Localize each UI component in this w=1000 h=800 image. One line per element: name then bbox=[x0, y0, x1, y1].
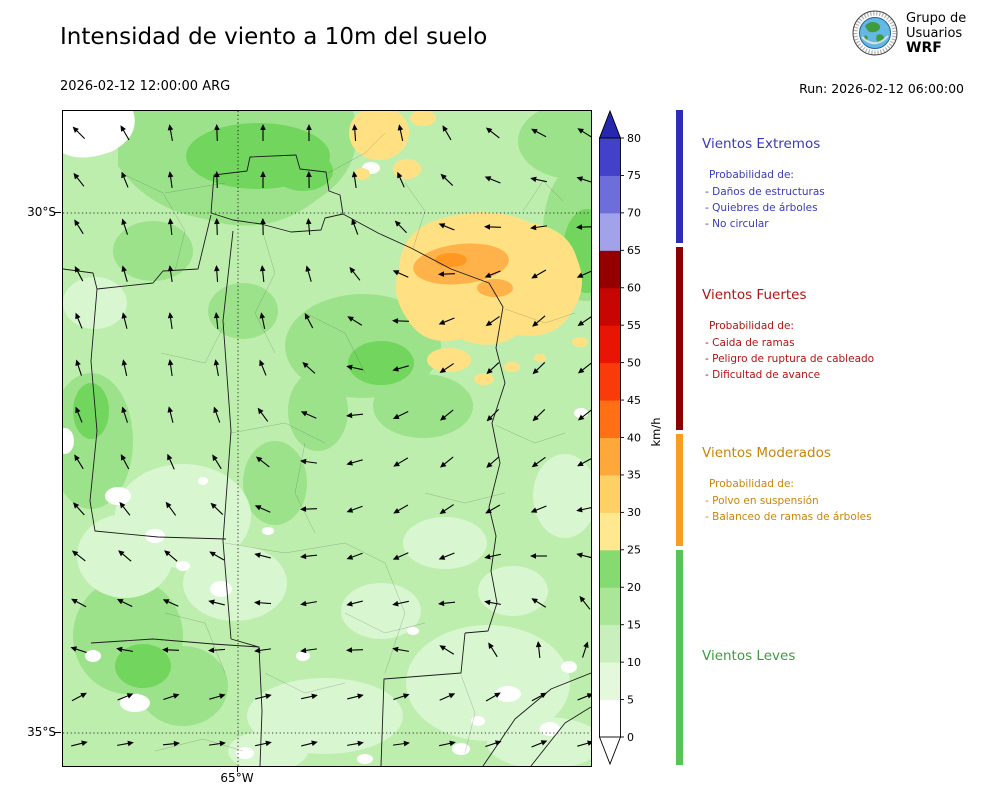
svg-text:40: 40 bbox=[627, 431, 641, 444]
legend-section-title: Vientos Fuertes bbox=[702, 287, 807, 303]
legend-item: - Quiebres de árboles bbox=[705, 202, 818, 214]
legend-section-extremos: Vientos Extremos Probabilidad de: - Daño… bbox=[702, 136, 984, 232]
legend-item: - Dificultad de avance bbox=[705, 369, 821, 381]
svg-text:0: 0 bbox=[627, 731, 634, 744]
graticule-gridlines bbox=[63, 111, 591, 766]
svg-text:15: 15 bbox=[627, 618, 641, 631]
x-axis-tick bbox=[237, 766, 238, 772]
legend-section-title: Vientos Leves bbox=[702, 648, 796, 664]
svg-text:60: 60 bbox=[627, 282, 641, 295]
svg-text:25: 25 bbox=[627, 544, 641, 557]
y-tick-label-30s: 30°S bbox=[27, 205, 56, 219]
page-title: Intensidad de viento a 10m del suelo bbox=[60, 24, 488, 50]
province-boundaries bbox=[63, 154, 591, 766]
legend-section-title: Vientos Extremos bbox=[702, 136, 821, 152]
legend-color-strip bbox=[676, 110, 683, 765]
svg-text:20: 20 bbox=[627, 581, 641, 594]
legend-section-title: Vientos Moderados bbox=[702, 445, 831, 461]
globe-icon bbox=[852, 10, 898, 56]
colorbar-unit-label: km/h bbox=[649, 417, 663, 447]
legend-section-fuertes: Vientos Fuertes Probabilidad de: - Caida… bbox=[702, 287, 984, 383]
district-boundaries bbox=[120, 132, 576, 754]
logo-line-wrf: WRF bbox=[906, 39, 942, 56]
wind-intensity-map bbox=[62, 110, 592, 767]
y-tick-label-35s: 35°S bbox=[27, 725, 56, 739]
colorbar: 0 5 10 15 20 25 30 35 40 45 50 55 60 65 70 75 80 bbox=[599, 110, 641, 766]
legend-item: - Balanceo de ramas de árboles bbox=[705, 511, 872, 523]
svg-text:35: 35 bbox=[627, 469, 641, 482]
legend-item: - Peligro de ruptura de cableado bbox=[705, 353, 875, 365]
legend-item: - Daños de estructuras bbox=[705, 186, 825, 198]
legend-probability-heading: Probabilidad de: bbox=[709, 478, 794, 490]
wind-shading-light-green bbox=[63, 277, 591, 766]
svg-text:65: 65 bbox=[627, 244, 641, 257]
wind-shading-moderate-yellow bbox=[349, 111, 588, 385]
svg-text:80: 80 bbox=[627, 132, 641, 145]
wind-direction-arrows bbox=[70, 124, 591, 748]
wrf-logo: Grupo de Usuarios WRF bbox=[852, 10, 966, 56]
y-axis-tick bbox=[55, 732, 61, 733]
svg-text:75: 75 bbox=[627, 169, 641, 182]
svg-text:30: 30 bbox=[627, 506, 641, 519]
legend-item: - Polvo en suspensión bbox=[705, 495, 819, 507]
svg-text:45: 45 bbox=[627, 394, 641, 407]
svg-text:70: 70 bbox=[627, 207, 641, 220]
svg-text:5: 5 bbox=[627, 693, 634, 706]
legend-item: - Caida de ramas bbox=[705, 337, 795, 349]
y-axis-tick bbox=[55, 212, 61, 213]
legend-section-leves: Vientos Leves bbox=[702, 648, 984, 681]
logo-line-1: Grupo de bbox=[906, 10, 967, 26]
svg-text:50: 50 bbox=[627, 356, 641, 369]
legend-probability-heading: Probabilidad de: bbox=[709, 169, 794, 181]
wind-shading-strongest-orange bbox=[435, 253, 467, 267]
wind-shading-dark-green bbox=[73, 123, 591, 688]
legend-item: - No circular bbox=[705, 218, 769, 230]
x-tick-label-65w: 65°W bbox=[220, 771, 254, 785]
run-time-label: Run: 2026-02-12 06:00:00 bbox=[799, 81, 964, 96]
svg-text:10: 10 bbox=[627, 656, 641, 669]
legend-probability-heading: Probabilidad de: bbox=[709, 320, 794, 332]
logo-line-2: Usuarios bbox=[906, 25, 963, 41]
svg-text:55: 55 bbox=[627, 319, 641, 332]
legend-section-moderados: Vientos Moderados Probabilidad de: - Pol… bbox=[702, 445, 984, 525]
wind-shading-calm-white bbox=[63, 111, 588, 764]
valid-time-label: 2026-02-12 12:00:00 ARG bbox=[60, 79, 231, 94]
